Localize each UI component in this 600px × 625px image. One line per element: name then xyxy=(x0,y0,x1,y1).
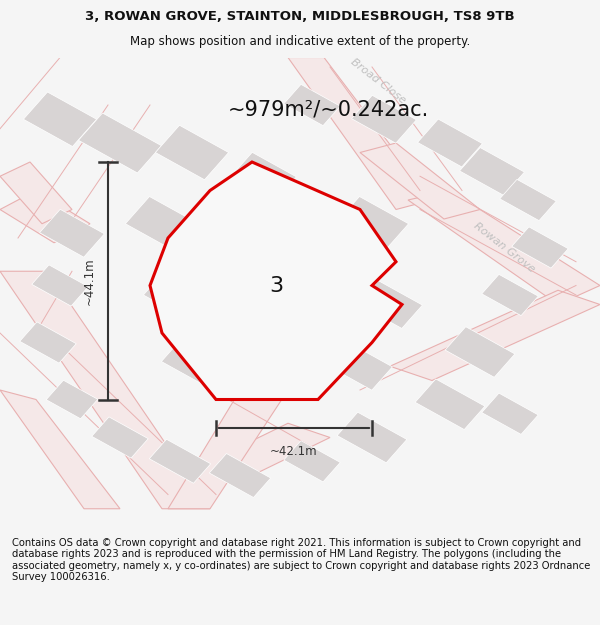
Polygon shape xyxy=(482,393,538,434)
Polygon shape xyxy=(23,92,97,146)
Polygon shape xyxy=(500,179,556,221)
Polygon shape xyxy=(210,423,330,476)
Polygon shape xyxy=(482,274,538,316)
Polygon shape xyxy=(360,143,480,219)
Polygon shape xyxy=(0,191,90,242)
Polygon shape xyxy=(460,148,524,196)
Polygon shape xyxy=(209,454,271,498)
Text: ~979m²/~0.242ac.: ~979m²/~0.242ac. xyxy=(228,100,429,120)
Polygon shape xyxy=(337,412,407,462)
Text: Broad Close: Broad Close xyxy=(349,57,407,106)
Text: ~42.1m: ~42.1m xyxy=(270,444,318,458)
Polygon shape xyxy=(418,119,482,167)
Polygon shape xyxy=(288,58,432,209)
Text: Map shows position and indicative extent of the property.: Map shows position and indicative extent… xyxy=(130,35,470,48)
Polygon shape xyxy=(125,196,199,251)
Polygon shape xyxy=(161,334,235,389)
Polygon shape xyxy=(445,327,515,378)
Text: Rowan Grove: Rowan Grove xyxy=(472,221,536,274)
Polygon shape xyxy=(352,96,416,143)
Polygon shape xyxy=(0,271,210,509)
Polygon shape xyxy=(20,322,76,363)
Polygon shape xyxy=(149,439,211,483)
Text: Contains OS data © Crown copyright and database right 2021. This information is : Contains OS data © Crown copyright and d… xyxy=(12,538,590,582)
Text: 3: 3 xyxy=(269,276,283,296)
Polygon shape xyxy=(358,281,422,328)
Text: 3, ROWAN GROVE, STAINTON, MIDDLESBROUGH, TS8 9TB: 3, ROWAN GROVE, STAINTON, MIDDLESBROUGH,… xyxy=(85,9,515,22)
Polygon shape xyxy=(328,342,392,390)
Polygon shape xyxy=(46,380,98,419)
Polygon shape xyxy=(232,152,296,200)
Polygon shape xyxy=(284,84,340,126)
Polygon shape xyxy=(155,125,229,180)
Polygon shape xyxy=(79,113,161,173)
Polygon shape xyxy=(415,379,485,429)
Polygon shape xyxy=(0,390,120,509)
Polygon shape xyxy=(32,265,88,306)
Polygon shape xyxy=(512,227,568,268)
Polygon shape xyxy=(0,162,72,224)
Polygon shape xyxy=(143,268,217,322)
Polygon shape xyxy=(92,417,148,458)
Polygon shape xyxy=(335,196,409,251)
Polygon shape xyxy=(168,381,288,509)
Polygon shape xyxy=(284,441,340,482)
Polygon shape xyxy=(40,209,104,257)
Polygon shape xyxy=(408,191,600,304)
Text: ~44.1m: ~44.1m xyxy=(83,257,96,304)
Polygon shape xyxy=(390,290,600,381)
Polygon shape xyxy=(150,162,402,399)
